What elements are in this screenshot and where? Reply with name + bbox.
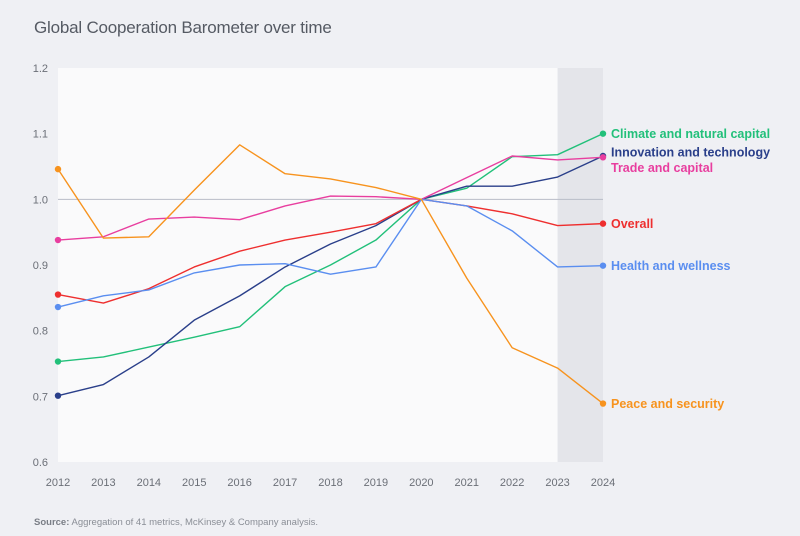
y-tick-label: 1.0 [33, 194, 48, 206]
y-tick-label: 1.2 [33, 63, 48, 75]
series-line [57, 198, 604, 304]
source-label: Source: [34, 517, 70, 528]
source-note: Source: Aggregation of 41 metrics, McKin… [34, 517, 318, 528]
series-health-and-wellness [54, 198, 607, 311]
series-end-point [599, 400, 607, 407]
y-tick-label: 0.9 [33, 260, 48, 272]
y-tick-label: 1.1 [33, 129, 48, 141]
series-start-point [54, 236, 62, 244]
legend-label: Peace and security [611, 397, 724, 411]
shaded-region [557, 68, 603, 462]
series-start-point [54, 392, 62, 399]
series-line [57, 144, 604, 405]
x-tick-label: 2016 [227, 477, 251, 489]
x-tick-label: 2021 [455, 477, 479, 489]
series-start-point [54, 165, 62, 173]
y-tick-label: 0.6 [33, 457, 48, 469]
series-end-point [599, 262, 607, 269]
legend-label: Overall [611, 217, 653, 231]
chart-title: Global Cooperation Barometer over time [34, 18, 332, 37]
x-tick-label: 2014 [137, 477, 161, 489]
series-start-point [54, 303, 62, 311]
source-text: Aggregation of 41 metrics, McKinsey & Co… [69, 517, 319, 528]
legend-label: Health and wellness [611, 259, 731, 273]
series-peace-and-security [54, 144, 607, 407]
series-end-point [599, 154, 607, 161]
series-overall [54, 198, 607, 304]
x-tick-label: 2023 [545, 477, 569, 489]
x-tick-label: 2022 [500, 477, 524, 489]
series-end-point [599, 220, 607, 227]
y-tick-label: 0.8 [33, 326, 48, 338]
series-line [57, 155, 604, 241]
legend-label: Trade and capital [611, 161, 713, 175]
x-tick-label: 2019 [364, 477, 388, 489]
x-tick-label: 2024 [591, 477, 615, 489]
y-tick-label: 0.7 [33, 391, 48, 403]
x-tick-label: 2018 [318, 477, 342, 489]
series-start-point [54, 291, 62, 298]
x-tick-label: 2017 [273, 477, 297, 489]
x-tick-label: 2020 [409, 477, 433, 489]
x-tick-label: 2012 [46, 477, 70, 489]
series-end-point [599, 130, 607, 137]
legend-label: Innovation and technology [611, 145, 770, 159]
series-trade-and-capital [54, 154, 607, 244]
series-line [57, 198, 604, 308]
legend-label: Climate and natural capital [611, 127, 770, 141]
series-start-point [54, 358, 62, 365]
x-tick-label: 2013 [91, 477, 115, 489]
series-line [57, 155, 604, 397]
x-tick-label: 2015 [182, 477, 206, 489]
